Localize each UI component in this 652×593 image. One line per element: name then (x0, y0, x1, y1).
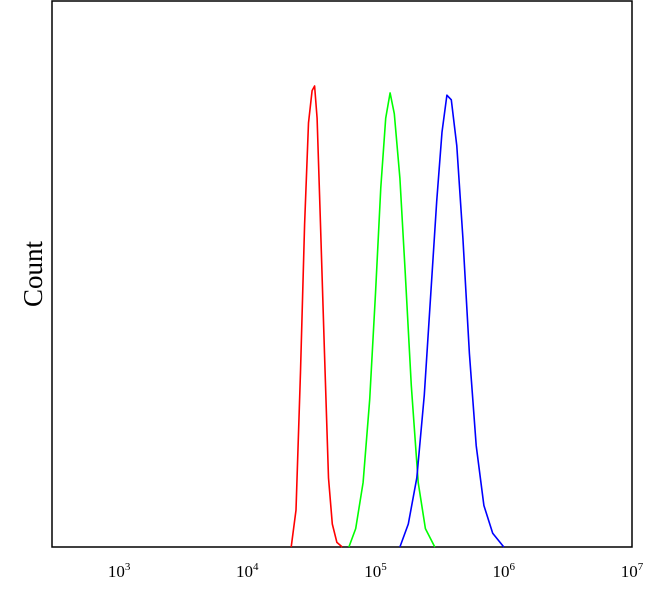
series-layer (290, 85, 505, 548)
x-tick-label-1: 103 (108, 561, 131, 581)
plot-frame (51, 0, 633, 548)
series-line-2 (348, 92, 436, 548)
y-axis-label: Count (18, 240, 48, 307)
series-line-1 (290, 85, 343, 548)
x-tick-labels: 103 104 105 106 107 (108, 561, 644, 581)
x-tick-label-5: 107 (621, 561, 644, 581)
x-tick-label-3: 105 (364, 561, 387, 581)
x-tick-label-4: 106 (493, 561, 516, 581)
series-line-3 (399, 94, 505, 548)
x-tick-label-2: 104 (236, 561, 259, 581)
